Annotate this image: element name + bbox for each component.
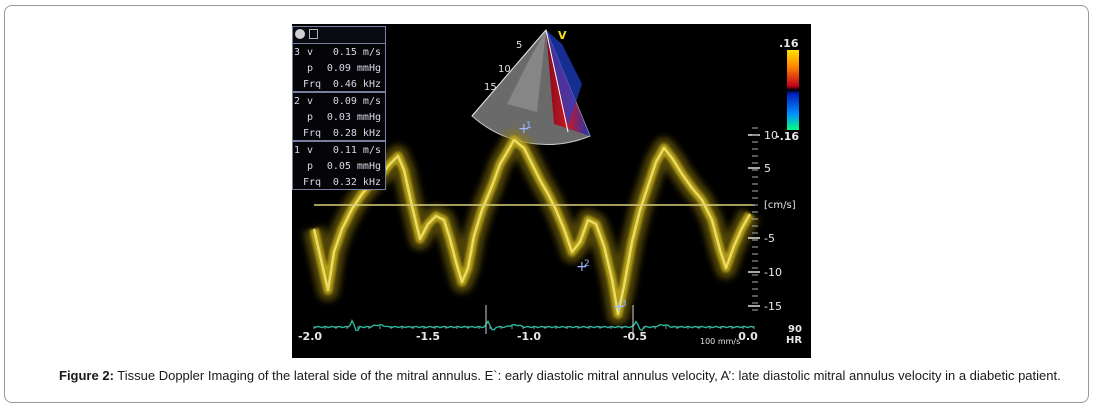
sector-mode-label: V xyxy=(558,29,567,42)
heart-rate-value: 90 xyxy=(788,324,802,335)
measurement-row: p 0.03 mmHg xyxy=(295,110,383,126)
measurement-value: 0.15 m/s xyxy=(332,47,381,58)
time-tick-label: -1.0 xyxy=(517,330,541,343)
marker-1: + 1 xyxy=(518,121,532,137)
marker-2: + 2 xyxy=(576,259,590,275)
measurement-value: 0.03 mmHg xyxy=(326,112,381,123)
measurement-block: 1 v 0.11 m/s p 0.05 mmHg Frq 0.32 kHz xyxy=(292,141,386,190)
svg-text:+: + xyxy=(613,299,625,315)
doppler-plot: V 5 10 15 .16 -.16 10 5 -5 -10 -15 [cm/s] -2… xyxy=(298,29,802,346)
heart-rate-unit: HR xyxy=(786,335,802,346)
measurement-key: v xyxy=(307,96,314,107)
sweep-speed-label: 100 mm/s xyxy=(700,337,740,346)
measurement-key: p xyxy=(307,112,314,123)
measurement-row: Frq 0.32 kHz xyxy=(295,175,383,191)
svg-text:2: 2 xyxy=(584,259,590,269)
svg-text:1: 1 xyxy=(526,121,532,131)
time-tick-label: -2.0 xyxy=(298,330,322,343)
measurement-row: 1 v 0.11 m/s xyxy=(294,143,383,159)
velocity-tick-label: 5 xyxy=(764,162,771,175)
velocity-tick-label: 10 xyxy=(764,129,778,142)
measurement-block: 2 v 0.09 m/s p 0.03 mmHg Frq 0.28 kHz xyxy=(292,92,386,141)
svg-text:+: + xyxy=(576,259,588,275)
panel-header xyxy=(292,26,386,43)
time-tick-label: -0.5 xyxy=(623,330,647,343)
measurement-index: 2 xyxy=(294,96,301,107)
measurement-value: 0.46 kHz xyxy=(332,79,381,90)
measurement-value: 0.32 kHz xyxy=(332,177,381,188)
marker-3: + 3 xyxy=(613,299,627,315)
figure-frame: V 5 10 15 .16 -.16 10 5 -5 -10 -15 [cm/s] -2… xyxy=(4,5,1089,403)
echo-image: V 5 10 15 .16 -.16 10 5 -5 -10 -15 [cm/s] -2… xyxy=(292,24,811,358)
measurement-value: 0.09 mmHg xyxy=(326,63,381,74)
color-scale-max: .16 xyxy=(779,37,799,50)
velocity-tick-label: -15 xyxy=(764,300,782,313)
color-scale-bar xyxy=(787,50,799,130)
measurement-value: 0.28 kHz xyxy=(332,128,381,139)
time-tick-label: -1.5 xyxy=(416,330,440,343)
measurement-key: p xyxy=(307,161,314,172)
measurement-row: 3 v 0.15 m/s xyxy=(294,45,383,61)
record-icon xyxy=(295,29,305,39)
measurement-value: 0.09 m/s xyxy=(332,96,381,107)
measurement-index: 1 xyxy=(294,145,301,156)
measurement-row: Frq 0.28 kHz xyxy=(295,126,383,142)
sector-depth-label: 15 xyxy=(484,82,497,93)
measurement-key: Frq xyxy=(303,128,322,139)
measurement-key: Frq xyxy=(303,79,322,90)
velocity-unit-label: [cm/s] xyxy=(764,200,796,211)
measurement-key: v xyxy=(307,47,314,58)
measurement-key: Frq xyxy=(303,177,322,188)
color-scale-min: -.16 xyxy=(775,130,799,143)
measurement-row: 2 v 0.09 m/s xyxy=(294,94,383,110)
measurement-key: p xyxy=(307,63,314,74)
measurement-value: 0.11 m/s xyxy=(332,145,381,156)
velocity-axis: 10 5 -5 -10 -15 xyxy=(748,127,782,313)
svg-text:3: 3 xyxy=(621,299,627,309)
measurement-row: p 0.09 mmHg xyxy=(295,61,383,77)
velocity-tick-label: -5 xyxy=(764,232,775,245)
measurement-value: 0.05 mmHg xyxy=(326,161,381,172)
figure-caption: Figure 2: Tissue Doppler Imaging of the … xyxy=(59,368,1069,384)
measurement-panel: 3 v 0.15 m/s p 0.09 mmHg Frq 0.46 kHz 2 v 0.09 m/… xyxy=(292,26,386,190)
measurement-index: 3 xyxy=(294,47,301,58)
sector-depth-label: 5 xyxy=(516,40,522,51)
figure-caption-text: Tissue Doppler Imaging of the lateral si… xyxy=(113,368,1061,383)
sector-depth-label: 10 xyxy=(498,64,511,75)
figure-label: Figure 2: xyxy=(59,368,114,383)
doppler-core xyxy=(312,138,752,316)
svg-text:+: + xyxy=(518,121,530,137)
time-axis: -2.0 -1.5 -1.0 -0.5 0.0 xyxy=(298,305,758,343)
measurement-block: 3 v 0.15 m/s p 0.09 mmHg Frq 0.46 kHz xyxy=(292,43,386,92)
measurement-row: p 0.05 mmHg xyxy=(295,159,383,175)
measurement-key: v xyxy=(307,145,314,156)
velocity-tick-label: -10 xyxy=(764,266,782,279)
time-tick-label: 0.0 xyxy=(738,330,758,343)
settings-icon xyxy=(309,29,318,39)
measurement-row: Frq 0.46 kHz xyxy=(295,77,383,93)
sector-image: V 5 10 15 xyxy=(471,29,591,145)
doppler-spectrum xyxy=(303,129,760,325)
